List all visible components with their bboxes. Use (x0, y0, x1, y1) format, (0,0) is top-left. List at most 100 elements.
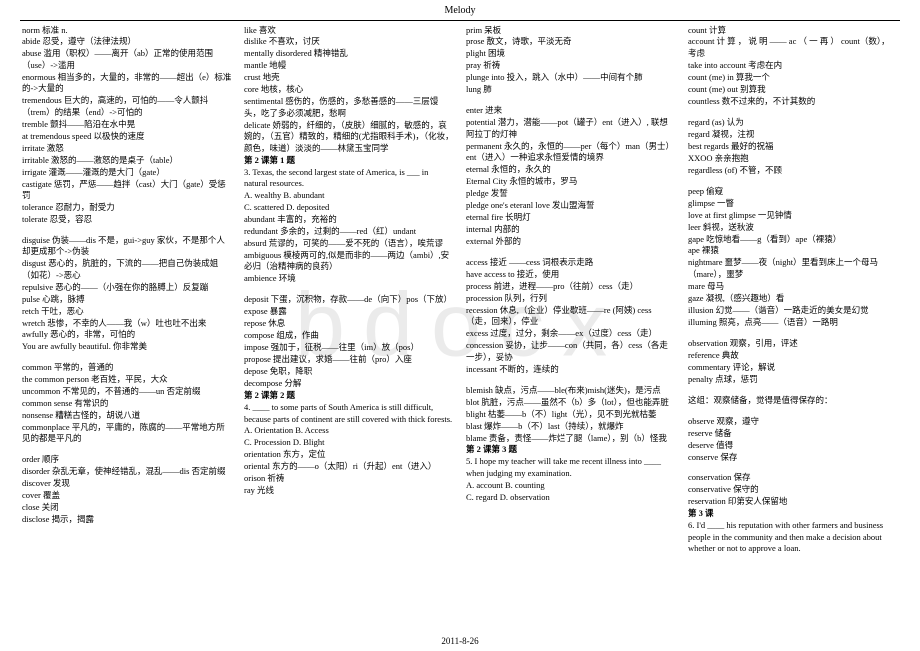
text-line: ambience 环境 (244, 273, 454, 284)
text-line: A. Orientation B. Access (244, 425, 454, 436)
text-line: cover 覆盖 (22, 490, 232, 501)
text-line: propose 提出建议，求婚——往前（pro）入座 (244, 354, 454, 365)
text-line: external 外部的 (466, 236, 676, 247)
text-line: A. account B. counting (466, 480, 676, 491)
text-line: abide 忍受，遵守（法律法规） (22, 36, 232, 47)
text-line: close 关闭 (22, 502, 232, 513)
text-line: regardless (of) 不管，不顾 (688, 165, 898, 176)
text-line: sentimental 感伤的，伤感的，多愁善感的——三层馒头，吃了多必须减肥，… (244, 96, 454, 119)
text-line: count (me) in 算我一个 (688, 72, 898, 83)
text-line: pulse 心跳，脉搏 (22, 294, 232, 305)
text-line: compose 组成，作曲 (244, 330, 454, 341)
text-line: blight 枯萎——b（不）light（光），见不到光就枯萎 (466, 409, 676, 420)
text-line: pray 祈祷 (466, 60, 676, 71)
text-line: orison 祈祷 (244, 473, 454, 484)
text-line: illuming 照亮，点亮——（语音）一路明 (688, 317, 898, 328)
text-line: enter 进来 (466, 105, 676, 116)
text-line: decompose 分解 (244, 378, 454, 389)
text-line: wretch 悲惨，不幸的人——我（w）吐也吐不出来 awfully 恶心的，非… (22, 318, 232, 341)
text-line: count (me) out 别算我 (688, 84, 898, 95)
text-line (466, 376, 676, 385)
text-line: reference 典故 (688, 350, 898, 361)
text-line: 这组：观察储备，觉得是值得保存的： (688, 395, 898, 406)
text-line: retch 干吐，恶心 (22, 306, 232, 317)
text-line: 4. ____ to some parts of South America i… (244, 402, 454, 425)
text-line (466, 96, 676, 105)
text-line: account 计 算 ， 说 明 —— ac （ 一 再 ） count（数）… (688, 36, 898, 59)
text-line: at tremendous speed 以极快的速度 (22, 131, 232, 142)
text-line: C. scattered D. deposited (244, 202, 454, 213)
text-line: conserve 保存 (688, 452, 898, 463)
text-line (244, 285, 454, 294)
text-line: C. Procession D. Blight (244, 437, 454, 448)
text-line: dislike 不喜欢，讨厌 (244, 36, 454, 47)
text-line: peep 偷窥 (688, 186, 898, 197)
text-line: nonsense 糟糕古怪的，胡说八道 (22, 410, 232, 421)
text-line: tolerance 忍耐力，耐受力 (22, 202, 232, 213)
text-line: have access to 接近，使用 (466, 269, 676, 280)
text-line: 第 2 课第 1 题 (244, 155, 454, 166)
text-line: pledge 发誓 (466, 188, 676, 199)
text-line: C. regard D. observation (466, 492, 676, 503)
text-line (22, 226, 232, 235)
text-line (688, 108, 898, 117)
text-line: repulsive 恶心的——（小强在你的胳膊上）反复蹦 (22, 282, 232, 293)
text-line: mentally disordered 精神错乱 (244, 48, 454, 59)
text-line: ray 光线 (244, 485, 454, 496)
text-line: process 前进，进程——pro（往前）cess（走） (466, 281, 676, 292)
text-line: observation 观察，引用，评述 (688, 338, 898, 349)
text-line: disgust 恶心的，肮脏的，下流的——把自己伪装成姐（如花）->恶心 (22, 258, 232, 281)
text-line: redundant 多余的，过剩的——red（红）undant (244, 226, 454, 237)
text-line (688, 386, 898, 395)
text-line: reservation 印第安人保留地 (688, 496, 898, 507)
text-line: deserve 值得 (688, 440, 898, 451)
text-line: ambiguous 模棱两可的,似是而非的——两边（ambi）,安必归（治精神病… (244, 250, 454, 273)
text-line: deposit 下蛋，沉积物，存款——de（向下）pos（下放） (244, 294, 454, 305)
text-line: 6. I'd ____ his reputation with other fa… (688, 520, 898, 554)
text-line: conservation 保存 (688, 472, 898, 483)
text-line: blame 责备，责怪——炸烂了腿（lame），别（b）怪我 (466, 433, 676, 444)
text-line: internal 内部的 (466, 224, 676, 235)
text-line: plunge into 投入，跳入（水中）——中间有个肺 (466, 72, 676, 83)
text-line: order 顺序 (22, 454, 232, 465)
text-line: the common person 老百姓，平民，大众 (22, 374, 232, 385)
text-line: permanent 永久的，永恒的——per（每个）man（男士）ent（进入）… (466, 141, 676, 164)
text-line: mantle 地幔 (244, 60, 454, 71)
text-line: recession 休息,（企业）停业歇班——re (阿姨) cess（走，回来… (466, 305, 676, 328)
text-line: irritable 激怒的——激怒的是桌子（table） (22, 155, 232, 166)
text-line: lung 肺 (466, 84, 676, 95)
text-line: eternal 永恒的，永久的 (466, 164, 676, 175)
text-line: countless 数不过来的，不计其数的 (688, 96, 898, 107)
text-line: abuse 滥用（职权）——离开（ab）正常的使用范围（use）->滥用 (22, 48, 232, 71)
page-header: Melody (20, 0, 900, 21)
text-line: disguise 伪装——dis 不是，gui->guy 家伙，不是那个人却更成… (22, 235, 232, 258)
text-line: blemish 缺点，污点——ble(布来)mish(迷失)，是污点 (466, 385, 676, 396)
text-line (22, 445, 232, 454)
text-line: uncommon 不常见的，不普通的——un 否定前缀 (22, 386, 232, 397)
text-line: prose 散文，诗歌，平淡无奇 (466, 36, 676, 47)
text-line: A. wealthy B. abundant (244, 190, 454, 201)
text-line: 3. Texas, the second largest state of Am… (244, 167, 454, 190)
text-line: nightmare 噩梦——夜（night）里看到床上一个母马（mare），噩梦 (688, 257, 898, 280)
text-line: plight 困境 (466, 48, 676, 59)
text-line: tremble 颤抖——陷沿在水中晃 (22, 119, 232, 130)
text-line: leer 斜视，送秋波 (688, 222, 898, 233)
text-line: illusion 幻觉——（谐音）一路走近的美女是幻觉 (688, 305, 898, 316)
text-line: tolerate 忍受，容忍 (22, 214, 232, 225)
text-line: irritate 激怒 (22, 143, 232, 154)
text-line: eternal fire 长明灯 (466, 212, 676, 223)
text-line: 第 2 课第 2 题 (244, 390, 454, 401)
text-line: incessant 不断的，连续的 (466, 364, 676, 375)
text-line: glimpse 一瞥 (688, 198, 898, 209)
content-columns: norm 标准 n.abide 忍受，遵守（法律法规）abuse 滥用（职权）—… (0, 25, 920, 556)
text-line: commentary 评论，解说 (688, 362, 898, 373)
text-line: blot 肮脏，污点——虽然不（b）多（lot），但也能弄脏 (466, 397, 676, 408)
text-line: depose 免职，降职 (244, 366, 454, 377)
text-line: reserve 储备 (688, 428, 898, 439)
text-line: delicate 娇弱的，纤细的，（皮肤）细腻的，敏感的，哀婉的，（五官）精致的… (244, 120, 454, 154)
text-line: disclose 揭示，揭露 (22, 514, 232, 525)
text-line (688, 329, 898, 338)
column-1: norm 标准 n.abide 忍受，遵守（法律法规）abuse 滥用（职权）—… (22, 25, 232, 556)
text-line: impose 强加于，征税——往里（im）放（pos） (244, 342, 454, 353)
text-line: XXOO 亲亲抱抱 (688, 153, 898, 164)
